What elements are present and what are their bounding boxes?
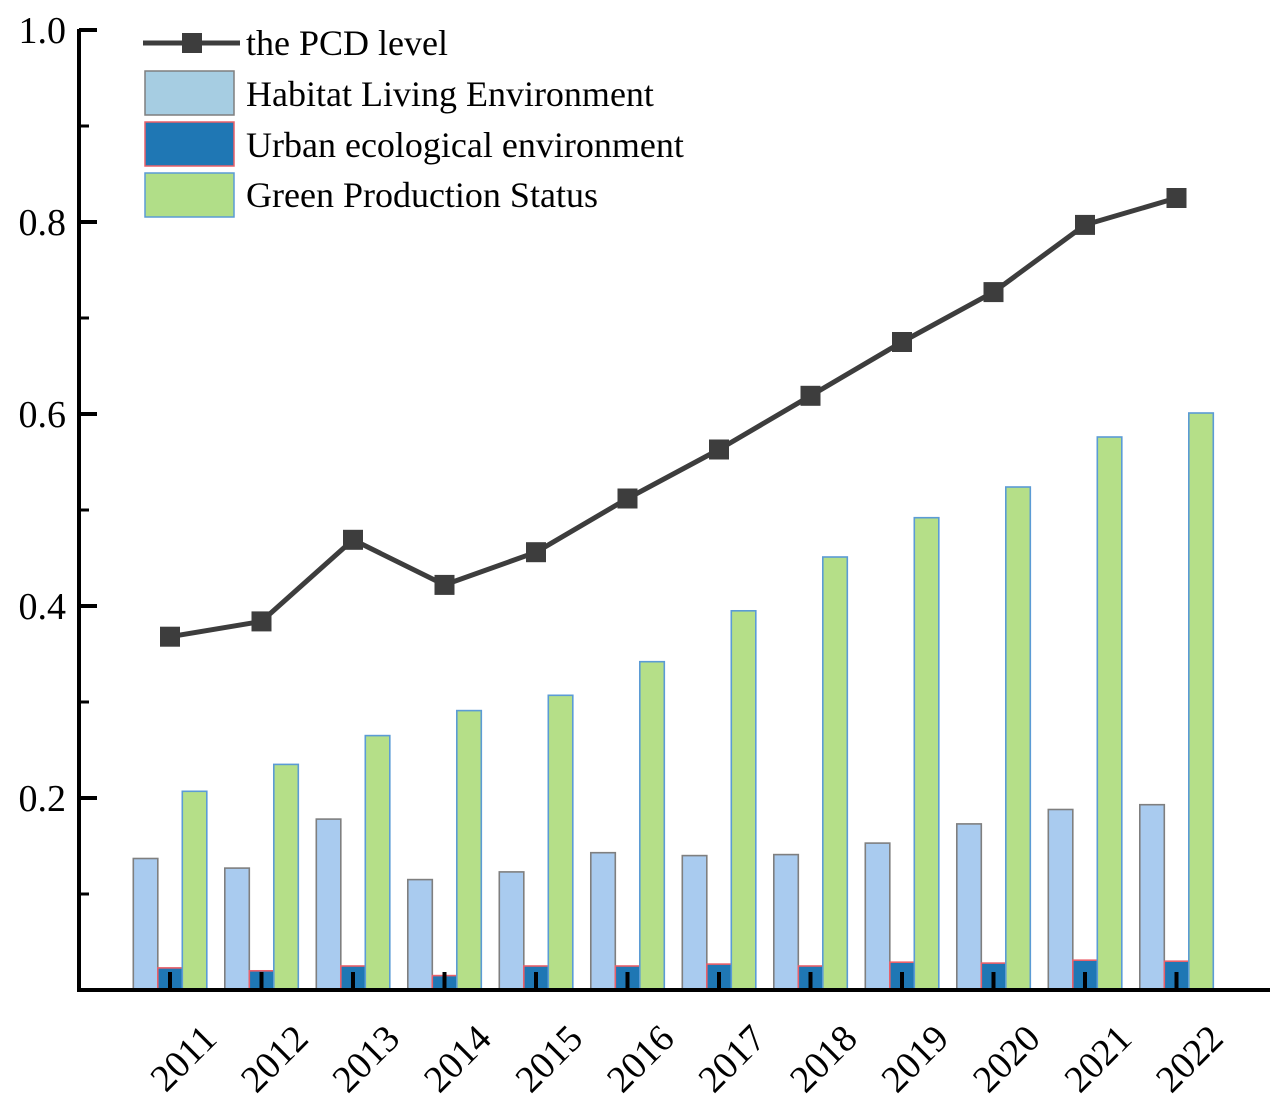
green-bar-2012 [272, 763, 300, 991]
y-tick-label: 0.8 [19, 202, 67, 244]
y-tick-label: 0.2 [19, 778, 67, 820]
y-tick-label: 1.0 [19, 10, 67, 52]
green-bar-2018 [821, 556, 849, 991]
x-tick-label: 2018 [782, 1017, 865, 1100]
x-tick-label: 2020 [965, 1017, 1048, 1100]
green-bar-2016 [638, 660, 666, 991]
pcd-point-2019 [892, 332, 912, 352]
pcd-point-2018 [800, 385, 821, 406]
legend-item-habitat: Habitat Living Environment [144, 70, 654, 116]
habitat-bar-2017 [681, 854, 708, 991]
legend-label: Urban ecological environment [246, 125, 684, 165]
pcd-point-2013 [343, 529, 363, 550]
green-bar-2019 [913, 516, 940, 991]
green-bar-2017 [730, 609, 757, 991]
x-tick-label: 2011 [143, 1017, 225, 1099]
habitat-bar-2013 [315, 818, 342, 991]
pcd-point-2021 [1075, 214, 1095, 235]
legend-item-pcd-level: the PCD level [143, 23, 448, 63]
habitat-bar-2019 [864, 842, 891, 991]
x-tick-label: 2021 [1057, 1017, 1140, 1100]
legend-item-urban: Urban ecological environment [144, 121, 684, 167]
habitat-bar-2011 [132, 857, 159, 991]
green-bar-2014 [455, 709, 483, 991]
x-tick-label: 2014 [416, 1017, 499, 1100]
habitat-bar-2014 [406, 878, 434, 991]
habitat-bar-2015 [498, 871, 525, 991]
legend: the PCD level Habitat Living Environment… [143, 23, 684, 218]
pcd-point-2015 [526, 542, 546, 563]
pcd-point-2020 [983, 282, 1004, 303]
habitat-bar-2021 [1047, 808, 1074, 991]
green-bar-2015 [547, 694, 574, 991]
habitat-bar-2012 [224, 867, 251, 991]
x-tick-label: 2017 [691, 1017, 774, 1100]
pcd-line-layer [160, 188, 1187, 647]
axes-layer [77, 29, 1270, 992]
bars-layer [132, 412, 1215, 991]
legend-square-marker-icon [182, 33, 202, 53]
pcd-point-2012 [251, 611, 272, 632]
pcd-point-2016 [617, 488, 638, 509]
pcd-point-2011 [160, 626, 180, 647]
x-tick-label: 2015 [508, 1017, 591, 1100]
legend-item-green: Green Production Status [144, 172, 598, 218]
green-bar-2020 [1004, 486, 1032, 991]
legend-swatch-green [144, 172, 235, 218]
legend-swatch-urban [144, 121, 235, 167]
green-bar-2013 [364, 734, 391, 991]
green-bar-2011 [181, 790, 208, 991]
y-tick-label: 0.6 [19, 394, 67, 436]
legend-swatch-habitat [144, 70, 235, 116]
x-tick-label: 2019 [874, 1017, 957, 1100]
x-tick-label: 2012 [233, 1017, 316, 1100]
habitat-bar-2016 [589, 851, 617, 991]
green-bar-2022 [1188, 412, 1215, 991]
habitat-bar-2018 [772, 853, 800, 991]
legend-label: Habitat Living Environment [246, 74, 654, 114]
x-tick-label: 2013 [325, 1017, 408, 1100]
x-tick-label: 2022 [1148, 1017, 1231, 1100]
pcd-level-line [169, 195, 1178, 640]
x-tick-label: 2016 [599, 1017, 682, 1100]
green-bar-2021 [1096, 436, 1123, 991]
legend-label: the PCD level [246, 23, 448, 63]
habitat-bar-2022 [1139, 803, 1166, 991]
y-tick-label: 0.4 [19, 586, 67, 628]
legend-label: Green Production Status [246, 175, 598, 215]
y-ticks: 0.2 0.4 0.6 0.8 1.0 [19, 10, 97, 896]
pcd-point-2014 [434, 574, 455, 595]
habitat-bar-2020 [955, 823, 983, 991]
pcd-point-2022 [1166, 188, 1187, 208]
pcd-point-2017 [709, 439, 729, 460]
